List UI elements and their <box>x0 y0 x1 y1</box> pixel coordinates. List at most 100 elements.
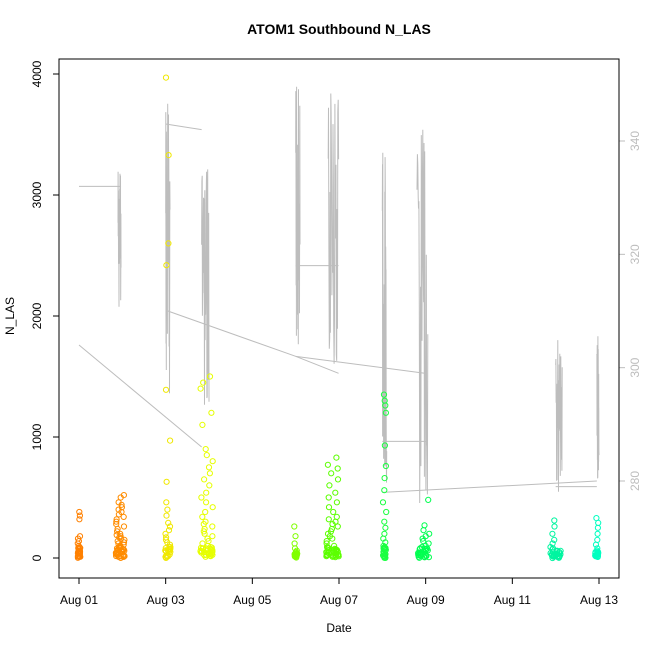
scatter-point <box>208 544 215 551</box>
scatter-series <box>291 523 301 561</box>
scatter-point <box>332 554 339 561</box>
secondary-line-burst <box>555 340 563 492</box>
scatter-point <box>381 475 388 482</box>
scatter-point <box>113 516 120 523</box>
scatter-point <box>113 552 120 560</box>
x-tick-label: Aug 11 <box>494 593 531 607</box>
secondary-line-burst <box>327 93 340 364</box>
plot-frame <box>58 58 620 579</box>
scatter-point <box>118 504 126 511</box>
scatter-point <box>197 547 204 554</box>
scatter-point <box>112 549 120 556</box>
x-axis-label: Date <box>326 621 352 635</box>
scatter-point <box>332 489 339 496</box>
scatter-point <box>120 523 128 530</box>
scatter-point <box>551 536 558 544</box>
scatter-series <box>592 515 602 561</box>
scatter-point <box>75 553 83 561</box>
scatter-point <box>551 523 558 530</box>
scatter-point <box>167 437 174 444</box>
scatter-point <box>381 397 388 404</box>
scatter-point <box>334 465 341 472</box>
scatter-point <box>420 527 427 534</box>
scatter-point <box>380 391 388 398</box>
scatter-point <box>202 446 209 453</box>
scatter-layer <box>74 74 602 562</box>
scatter-point <box>426 530 433 537</box>
scatter-point <box>76 508 83 516</box>
y2-tick-label: 340 <box>628 131 642 151</box>
scatter-point <box>76 516 83 523</box>
scatter-point <box>206 470 213 477</box>
scatter-point <box>209 504 216 511</box>
scatter-point <box>551 553 558 560</box>
scatter-point <box>382 409 389 416</box>
scatter-point <box>163 499 170 506</box>
y-tick-label: 1000 <box>30 423 44 450</box>
scatter-point <box>328 470 335 477</box>
scatter-point <box>379 499 387 506</box>
scatter-point <box>203 489 210 496</box>
scatter-point <box>197 544 205 551</box>
scatter-point <box>333 547 341 554</box>
chart-title: ATOM1 Southbound N_LAS <box>247 21 431 37</box>
scatter-point <box>163 512 170 519</box>
scatter-point <box>199 421 206 428</box>
y2-tick-label: 280 <box>628 471 642 491</box>
scatter-point <box>162 536 170 544</box>
scatter-series <box>162 74 174 562</box>
scatter-point <box>325 516 332 523</box>
scatter-series <box>197 373 216 560</box>
scatter-point <box>425 554 432 561</box>
scatter-point <box>121 536 128 544</box>
scatter-point <box>209 551 216 559</box>
scatter-point <box>333 454 340 461</box>
scatter-point <box>424 545 431 552</box>
scatter-point <box>120 513 127 521</box>
secondary-line-burst <box>165 103 171 394</box>
scatter-point <box>162 74 170 81</box>
scatter-point <box>549 540 556 547</box>
scatter-series <box>323 454 342 561</box>
scatter-point <box>76 512 84 519</box>
scatter-point <box>383 508 390 516</box>
scatter-point <box>335 553 342 560</box>
scatter-series <box>74 508 84 561</box>
scatter-point <box>204 535 211 542</box>
scatter-point <box>417 551 424 559</box>
secondary-line-burst <box>295 86 301 345</box>
y-tick-label: 2000 <box>30 302 44 329</box>
scatter-point <box>325 504 333 511</box>
secondary-line-segment <box>167 310 296 357</box>
scatter-point <box>417 549 424 556</box>
scatter-point <box>113 518 120 525</box>
scatter-point <box>416 546 423 553</box>
scatter-point <box>381 553 389 560</box>
scatter-point <box>165 240 172 247</box>
scatter-point <box>381 530 388 537</box>
scatter-point <box>209 548 216 555</box>
scatter-point <box>163 534 170 541</box>
scatter-point <box>323 538 330 545</box>
scatter-point <box>203 499 210 506</box>
scatter-point <box>323 540 330 547</box>
scatter-point <box>162 530 169 537</box>
scatter-point <box>163 262 170 269</box>
scatter-point <box>324 552 331 559</box>
scatter-series <box>379 391 390 562</box>
scatter-point <box>164 506 171 513</box>
scatter-point <box>594 530 601 537</box>
secondary-line-layer <box>78 86 600 504</box>
secondary-line-segment <box>78 344 202 448</box>
scatter-point <box>333 499 340 506</box>
scatter-point <box>201 476 208 483</box>
scatter-point <box>117 544 124 551</box>
scatter-point <box>206 373 214 380</box>
scatter-series <box>547 517 564 562</box>
scatter-point <box>199 513 206 521</box>
scatter-point <box>208 409 215 416</box>
scatter-point <box>292 552 300 559</box>
secondary-line-burst <box>416 129 429 504</box>
scatter-point <box>325 494 332 501</box>
